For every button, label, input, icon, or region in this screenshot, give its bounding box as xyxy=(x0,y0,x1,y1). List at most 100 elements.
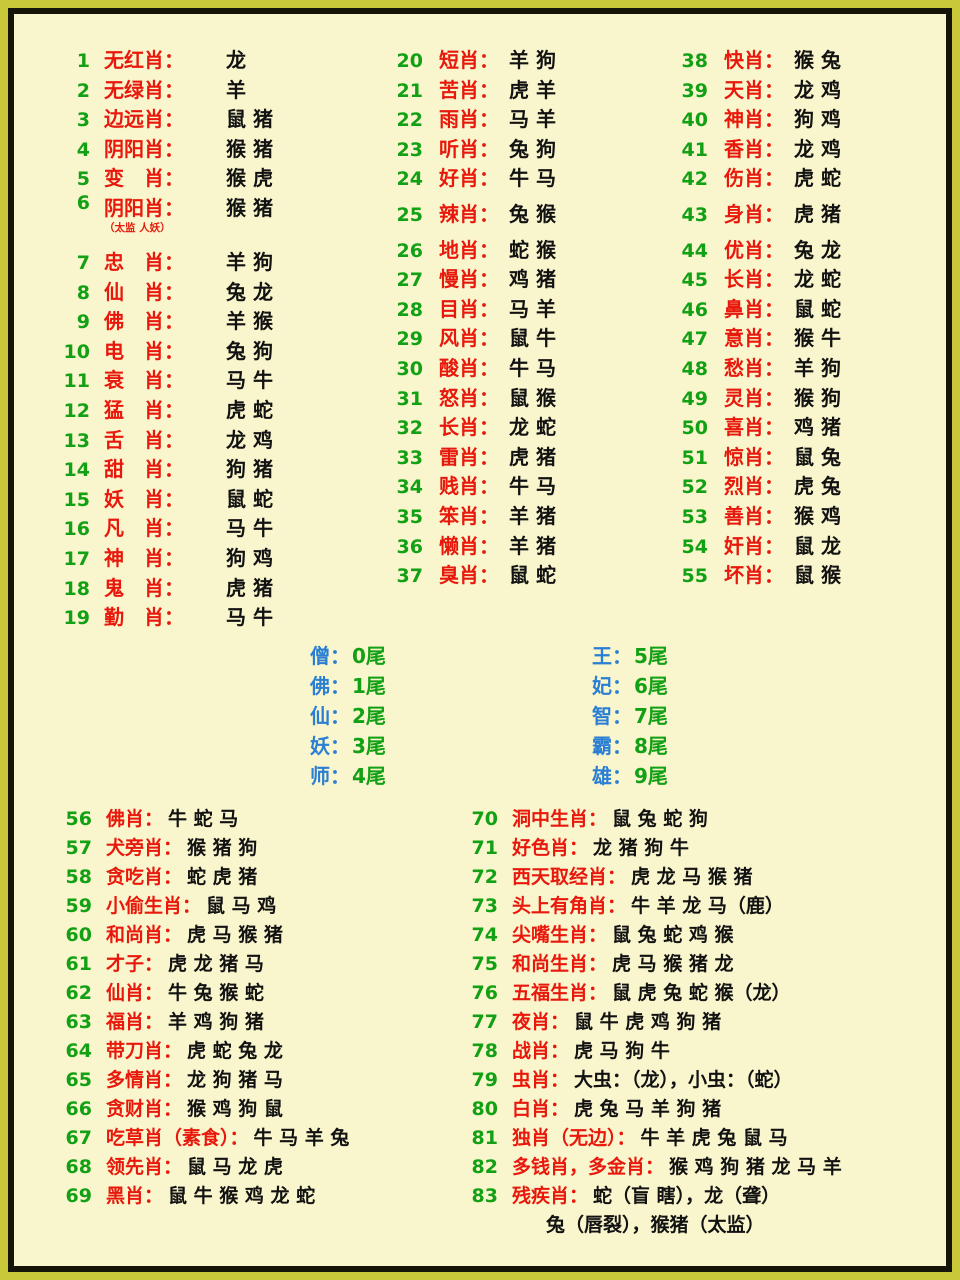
zodiac-row: 17 神 肖： 狗 鸡 xyxy=(56,542,386,572)
zodiac-row: 8 仙 肖： 兔 龙 xyxy=(56,276,386,306)
row-number: 82 xyxy=(471,1156,498,1178)
tail-value: 2尾 xyxy=(352,704,386,728)
row-number: 38 xyxy=(681,50,708,72)
row-label: 犬旁肖： xyxy=(106,837,183,859)
row-label: 贱肖： xyxy=(439,474,499,499)
zodiac-row: 29 风肖： 鼠 牛 xyxy=(389,322,674,352)
row-label-wrap: 无绿肖： xyxy=(104,74,212,103)
row-label: 福肖： xyxy=(106,1011,164,1033)
tail-row: 霸： 8尾 xyxy=(592,730,668,760)
row-label: 多钱肖，多金肖： xyxy=(512,1156,665,1178)
zodiac-group-column-left: 56 佛肖：牛 蛇 马 57 犬旁肖：猴 猪 狗 58 贪吃肖：蛇 虎 猪 59 小偷生肖：鼠… xyxy=(56,804,466,1210)
row-label: 电 肖： xyxy=(104,338,184,363)
row-number: 41 xyxy=(681,138,708,161)
row-label: 洞中生肖： xyxy=(512,808,608,830)
zodiac-group-row: 65 多情肖：龙 狗 猪 马 xyxy=(56,1065,466,1094)
row-number: 77 xyxy=(471,1011,498,1033)
row-label-wrap: 忠 肖： xyxy=(104,246,212,275)
row-label-wrap: 猛 肖： xyxy=(104,394,212,423)
row-label: 长肖： xyxy=(724,267,784,292)
row-number: 2 xyxy=(76,79,90,102)
tail-row: 王： 5尾 xyxy=(592,640,668,670)
tail-row: 佛： 1尾 xyxy=(310,670,386,700)
row-animals: 蛇（盲 瞎），龙（聋） xyxy=(593,1185,781,1207)
row-number: 59 xyxy=(65,895,92,917)
tail-row: 妖： 3尾 xyxy=(310,730,386,760)
row-number: 72 xyxy=(471,866,498,888)
row-label: 神肖： xyxy=(724,107,784,132)
row-animals: 鼠 龙 xyxy=(794,533,841,558)
row-label-wrap: 鬼 肖： xyxy=(104,572,212,601)
zodiac-group-row: 74 尖嘴生肖：鼠 兔 蛇 鸡 猴 xyxy=(462,920,946,949)
tail-value: 5尾 xyxy=(634,644,668,668)
row-number: 19 xyxy=(63,607,90,630)
zodiac-row: 30 酸肖： 牛 马 xyxy=(389,352,674,382)
row-animals: 鼠 蛇 xyxy=(226,486,273,511)
row-number: 51 xyxy=(681,446,708,469)
row-number: 24 xyxy=(396,168,423,191)
row-label: 鼻肖： xyxy=(724,296,784,321)
row-label: 阴阳肖： xyxy=(104,195,184,220)
zodiac-row: 39 天肖： 龙 鸡 xyxy=(674,74,946,104)
row-label: 边远肖： xyxy=(104,107,184,132)
row-label: 辣肖： xyxy=(439,201,499,226)
row-label: 善肖： xyxy=(724,503,784,528)
row-animals: 虎 马 狗 牛 xyxy=(574,1040,670,1062)
row-animals: 虎 猪 xyxy=(509,444,556,469)
row-number: 33 xyxy=(396,446,423,469)
zodiac-row: 13 舌 肖： 龙 鸡 xyxy=(56,424,386,454)
tail-value: 3尾 xyxy=(352,734,386,758)
row-number: 53 xyxy=(681,505,708,528)
row-animals: 猴 猪 狗 xyxy=(187,837,258,859)
tail-row: 僧： 0尾 xyxy=(310,640,386,670)
row-label: 妖 肖： xyxy=(104,486,184,511)
row-label: 香肖： xyxy=(724,136,784,161)
row-label: 喜肖： xyxy=(724,415,784,440)
row-label: 白肖： xyxy=(512,1098,570,1120)
row-label: 夜肖： xyxy=(512,1011,570,1033)
zodiac-group-row: 78 战肖：虎 马 狗 牛 xyxy=(462,1036,946,1065)
zodiac-row: 43 身肖： 虎 猪 xyxy=(674,198,946,228)
row-number: 28 xyxy=(396,298,423,321)
tail-value: 6尾 xyxy=(634,674,668,698)
row-number: 35 xyxy=(396,505,423,528)
row-animals: 牛 马 xyxy=(509,166,556,191)
row-label: 黑肖： xyxy=(106,1185,164,1207)
zodiac-group-row: 72 西天取经肖：虎 龙 马 猴 猪 xyxy=(462,862,946,891)
zodiac-group-row: 59 小偷生肖：鼠 马 鸡 xyxy=(56,891,466,920)
zodiac-row: 15 妖 肖： 鼠 蛇 xyxy=(56,483,386,513)
row-label: 领先肖： xyxy=(106,1156,183,1178)
row-number: 39 xyxy=(681,79,708,102)
row-number: 5 xyxy=(76,168,90,191)
tails-section: 僧： 0尾 佛： 1尾 仙： 2尾 妖： 3尾 师： 4尾 王： 5尾 妃： 6尾 智： 7尾 霸： 8尾 雄： 9… xyxy=(14,634,946,794)
row-animals: 猴 狗 xyxy=(794,385,841,410)
row-animals: 虎 兔 马 羊 狗 猪 xyxy=(574,1098,722,1120)
zodiac-group-row: 75 和尚生肖：虎 马 猴 猪 龙 xyxy=(462,949,946,978)
zodiac-row: 11 衰 肖： 马 牛 xyxy=(56,364,386,394)
row-animals: 鼠 牛 虎 鸡 狗 猪 xyxy=(574,1011,722,1033)
zodiac-column-b: 20 短肖： 羊 狗 21 苦肖： 虎 羊 22 雨肖： 马 羊 23 听肖： 兔 狗 24 好肖： 牛 马… xyxy=(389,44,674,589)
row-animals: 猴 鸡 狗 猪 龙 马 羊 xyxy=(669,1156,842,1178)
row-animals: 龙 猪 狗 牛 xyxy=(593,837,689,859)
row-label: 五福生肖： xyxy=(512,982,608,1004)
tail-row: 师： 4尾 xyxy=(310,760,386,790)
row-label: 意肖： xyxy=(724,326,784,351)
zodiac-row: 12 猛 肖： 虎 蛇 xyxy=(56,394,386,424)
row-number: 20 xyxy=(396,50,423,72)
row-animals: 马 羊 xyxy=(509,107,556,132)
row-number: 80 xyxy=(471,1098,498,1120)
row-label: 甜 肖： xyxy=(104,457,184,482)
row-label-note: （太监 人妖） xyxy=(104,221,171,234)
row-number: 44 xyxy=(681,239,708,262)
row-number: 1 xyxy=(76,50,90,72)
row-animals: 猴 鸡 xyxy=(794,503,841,528)
row-animals: 羊 猴 xyxy=(226,309,273,334)
row-number: 79 xyxy=(471,1069,498,1091)
row-label: 惊肖： xyxy=(724,444,784,469)
row-label: 猛 肖： xyxy=(104,397,184,422)
row-label: 战肖： xyxy=(512,1040,570,1062)
row-animals: 鼠 猴 xyxy=(509,385,556,410)
row-number: 50 xyxy=(681,417,708,440)
zodiac-group-row: 83 残疾肖： 蛇（盲 瞎），龙（聋） xyxy=(462,1181,946,1210)
row-label: 奸肖： xyxy=(724,533,784,558)
